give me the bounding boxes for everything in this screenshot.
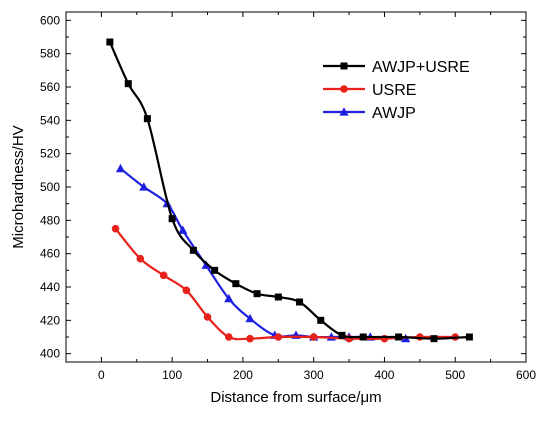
- series-usre: [111, 224, 460, 343]
- triangle-marker: [339, 107, 349, 116]
- circle-marker: [159, 271, 168, 280]
- circle-marker: [203, 313, 212, 321]
- y-tick-label: 500: [40, 180, 60, 194]
- square-marker: [168, 215, 176, 223]
- y-tick-label: 580: [40, 47, 60, 61]
- circle-marker: [340, 85, 348, 93]
- legend-label: USRE: [372, 82, 416, 99]
- square-marker: [296, 298, 304, 306]
- y-tick-label: 420: [40, 313, 60, 327]
- x-tick-label: 300: [304, 368, 324, 382]
- y-axis-title: Microhardness/HV: [10, 125, 27, 248]
- square-marker: [274, 293, 282, 301]
- legend-label: AWJP+USRE: [372, 59, 470, 76]
- series-line: [114, 227, 456, 341]
- circle-marker: [246, 334, 254, 343]
- x-tick-label: 100: [162, 368, 182, 382]
- legend-label: AWJP: [372, 105, 416, 122]
- square-marker: [359, 333, 367, 341]
- triangle-marker: [115, 163, 126, 173]
- y-tick-label: 520: [40, 147, 60, 161]
- x-tick-label: 400: [374, 368, 394, 382]
- legend-item: AWJP+USRE: [323, 59, 470, 76]
- series-layer: [106, 38, 473, 343]
- y-tick-label: 540: [40, 113, 60, 127]
- x-tick-label: 600: [516, 368, 536, 382]
- circle-marker: [111, 224, 120, 233]
- legend-item: USRE: [323, 82, 416, 99]
- circle-marker: [136, 254, 145, 263]
- square-marker: [338, 331, 346, 339]
- series-line: [108, 41, 470, 340]
- square-marker: [317, 316, 325, 324]
- square-marker: [395, 333, 403, 341]
- x-tick-label: 0: [98, 368, 105, 382]
- x-tick-label: 200: [233, 368, 253, 382]
- x-axis-title: Distance from surface/μm: [210, 389, 381, 406]
- square-marker: [465, 333, 473, 341]
- triangle-marker: [224, 293, 234, 303]
- square-marker: [232, 280, 240, 288]
- series-awjp-usre: [106, 38, 473, 343]
- circle-marker: [224, 333, 233, 341]
- y-tick-label: 600: [40, 13, 60, 27]
- y-tick-label: 460: [40, 247, 60, 261]
- series-awjp: [115, 163, 411, 343]
- square-marker: [189, 246, 197, 254]
- square-marker: [106, 38, 114, 46]
- square-marker: [430, 335, 438, 343]
- y-tick-label: 440: [40, 280, 60, 294]
- circle-marker: [274, 333, 283, 341]
- triangle-marker: [139, 182, 149, 191]
- square-marker: [124, 80, 132, 88]
- legend-item: AWJP: [323, 105, 416, 122]
- series-line: [119, 167, 406, 340]
- triangle-marker: [178, 225, 188, 234]
- x-tick-label: 500: [445, 368, 465, 382]
- y-tick-label: 480: [40, 213, 60, 227]
- y-tick-label: 560: [40, 80, 60, 94]
- axes: 0 100 200 300 400 500 600 400 420 440 460 480 500 520…: [40, 11, 536, 382]
- y-tick-label: 400: [40, 347, 60, 361]
- square-marker: [253, 290, 261, 298]
- legend: AWJP+USRE USRE AWJP: [323, 59, 470, 122]
- square-marker: [211, 266, 219, 274]
- circle-marker: [182, 286, 191, 295]
- square-marker: [143, 115, 151, 123]
- square-marker: [340, 62, 348, 70]
- circle-marker: [309, 333, 318, 341]
- triangle-marker: [245, 313, 255, 323]
